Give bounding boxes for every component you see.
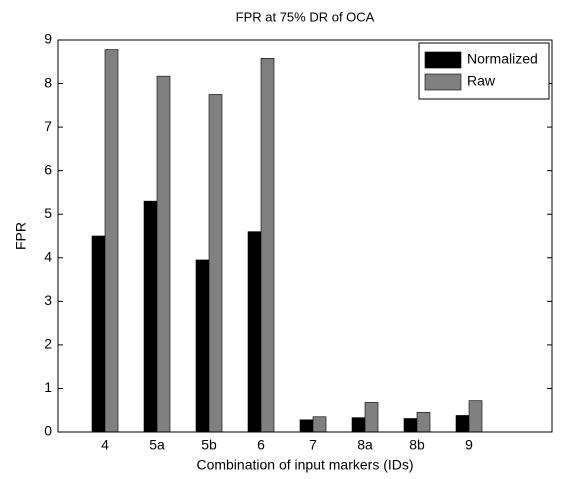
bar	[104, 49, 119, 433]
bar	[299, 419, 314, 433]
bar	[416, 412, 431, 433]
legend-label: Normalized	[467, 51, 538, 67]
bar	[247, 231, 262, 433]
y-tick-label: 5	[44, 205, 52, 221]
bar	[351, 417, 366, 433]
bar	[195, 259, 210, 433]
y-tick-label: 8	[44, 74, 52, 90]
bar	[364, 402, 379, 433]
x-tick-label: 4	[101, 437, 109, 453]
bar	[143, 200, 158, 433]
y-tick-label: 1	[44, 379, 52, 395]
axes-box	[57, 39, 553, 433]
x-tick-label: 9	[465, 437, 473, 453]
legend-swatch	[424, 73, 462, 91]
bar	[208, 94, 223, 433]
y-tick-label: 7	[44, 118, 52, 134]
legend-swatch	[424, 51, 462, 69]
bar	[156, 75, 171, 433]
legend-label: Raw	[467, 73, 496, 89]
chart-title: FPR at 75% DR of OCA	[236, 9, 375, 24]
x-tick-label: 5b	[201, 437, 217, 453]
x-tick-label: 8a	[357, 437, 373, 453]
bar	[91, 235, 106, 433]
y-tick-label: 2	[44, 336, 52, 352]
bar	[260, 57, 275, 433]
x-axis-label: Combination of input markers (IDs)	[196, 457, 413, 473]
x-tick-label: 8b	[409, 437, 425, 453]
bar	[403, 418, 418, 433]
y-tick-label: 6	[44, 161, 52, 177]
y-tick-label: 4	[44, 248, 52, 264]
y-axis-label: FPR	[13, 222, 29, 250]
y-tick-label: 9	[44, 31, 52, 47]
bar	[312, 416, 327, 433]
bar	[455, 415, 470, 433]
x-tick-label: 6	[257, 437, 265, 453]
x-tick-label: 5a	[149, 437, 165, 453]
y-tick-label: 0	[44, 423, 52, 439]
bar	[468, 400, 483, 433]
y-tick-label: 3	[44, 292, 52, 308]
x-tick-label: 7	[309, 437, 317, 453]
